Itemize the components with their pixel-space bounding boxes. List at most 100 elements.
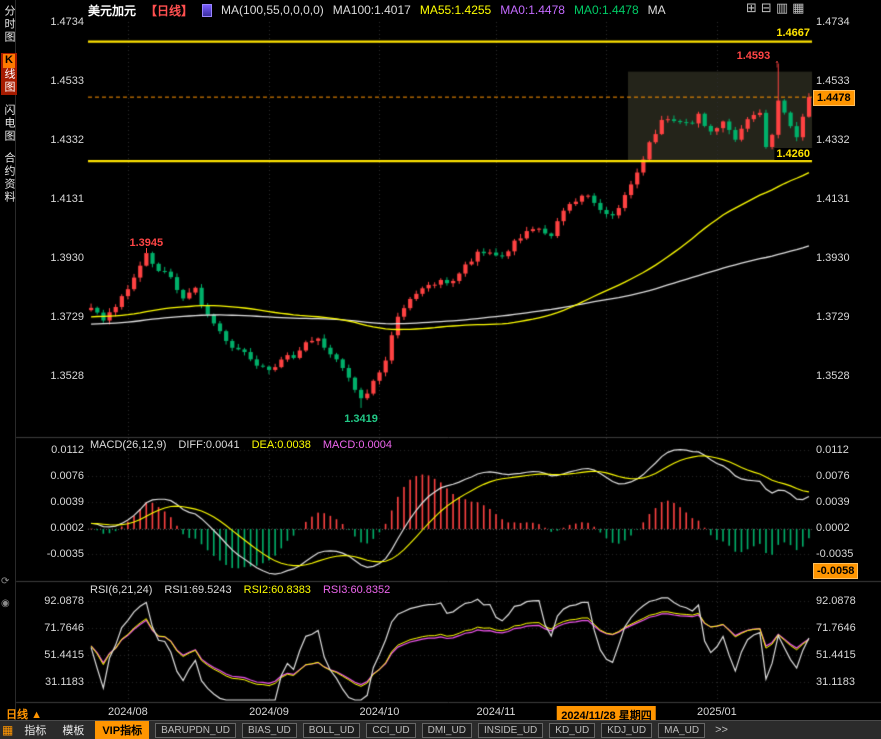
macd-title: MACD(26,12,9) (90, 439, 167, 451)
main-y-tick-right: 1.4131 (816, 192, 850, 205)
main-y-tick-right: 1.4332 (816, 133, 850, 146)
macd-y-tick-right: 0.0112 (816, 444, 849, 457)
layout-rows-icon[interactable]: ▥ (775, 0, 789, 15)
more-indicators-button[interactable]: >> (715, 724, 728, 736)
layout-dual-icon[interactable]: ⊟ (760, 0, 772, 15)
macd-y-tick-right: -0.0035 (816, 547, 854, 560)
rsi-y-tick-right: 92.0878 (816, 595, 856, 607)
kline-badge: K (3, 54, 15, 68)
main-y-tick-left: 1.3729 (50, 310, 84, 323)
tab-indicators[interactable]: 指标 (24, 725, 47, 737)
rsi-y-tick-right: 51.4415 (816, 648, 856, 661)
macd-y-tick-left: 0.0039 (50, 495, 84, 508)
price-annotation: 1.4593 (736, 50, 771, 62)
ma55-value: MA55:1.4255 (419, 3, 492, 17)
ma0-value-2: MA0:1.4478 (573, 3, 639, 17)
date-label[interactable]: 2024/10 (359, 706, 400, 718)
main-y-tick-left: 1.3930 (50, 251, 84, 264)
rsi-title: RSI(6,21,24) (90, 584, 153, 596)
sidebar-item-tab[interactable]: 闪电图 (3, 104, 15, 143)
macd-dea-value: DEA:0.0038 (251, 439, 311, 451)
price-annotation: 1.3945 (129, 236, 164, 249)
tab-vip-indicators[interactable]: VIP指标 (95, 721, 150, 739)
indicator-button-kd_ud[interactable]: KD_UD (549, 722, 596, 738)
tab-templates[interactable]: 模板 (62, 725, 85, 737)
macd-header: MACD(26,12,9) DIFF:0.0041 DEA:0.0038 MAC… (90, 439, 392, 451)
macd-y-tick-right: 0.0039 (816, 495, 850, 508)
rsi-y-tick-left: 31.1183 (45, 675, 84, 688)
indicator-toolbar: ▦ 指标 模板 VIP指标 BARUPDN_UD BIAS_UD BOLL_UD CCI_UD… (0, 720, 881, 739)
resistance-price-label: 1.4667 (774, 26, 812, 39)
main-y-tick-left: 1.4332 (50, 133, 84, 146)
main-y-tick-right: 1.3930 (816, 251, 850, 264)
rsi2-value: RSI2:60.8383 (243, 584, 311, 596)
left-sidebar: 分时图 K线图闪电图合约资料 ⟳ ◉ (0, 0, 17, 739)
macd-value-tag[interactable]: -0.0058 (813, 563, 859, 579)
spike-arrow-icon: ↑ (774, 58, 780, 70)
sidebar-item-tab[interactable]: 合约资料 (3, 152, 15, 204)
indicator-button-boll_ud[interactable]: BOLL_UD (302, 722, 361, 738)
rsi-y-tick-left: 71.7646 (44, 621, 84, 634)
ma-settings-label: MA(100,55,0,0,0,0) (221, 3, 324, 17)
period-selector[interactable]: 日线 ▲ (6, 706, 42, 722)
layout-icon-group: ⊞ ⊟ ▥ ▦ (746, 1, 804, 15)
ma-label-truncated: MA (647, 3, 666, 17)
main-y-tick-right: 1.4533 (816, 74, 850, 87)
macd-macd-value: MACD:0.0004 (322, 439, 392, 451)
menu-icon[interactable]: ▦ (2, 723, 14, 737)
period-label: 日线 (6, 709, 28, 721)
macd-y-tick-right: 0.0002 (816, 521, 850, 534)
period-tag[interactable]: 【日线】 (145, 3, 194, 18)
sidebar-item-tab[interactable]: 分时图 (3, 5, 15, 44)
support-price-label: 1.4260 (774, 148, 812, 161)
indicator-button-dmi_ud[interactable]: DMI_UD (421, 722, 472, 738)
rsi-y-tick-right: 31.1183 (816, 675, 855, 688)
rsi-y-tick-left: 51.4415 (44, 648, 84, 661)
chart-header: 美元加元 【日线】 MA(100,55,0,0,0,0) MA100:1.401… (88, 2, 666, 18)
period-up-arrow-icon: ▲ (31, 709, 42, 721)
sidebar-item-kline[interactable]: K线图 (1, 53, 17, 95)
rsi3-value: RSI3:60.8352 (322, 584, 391, 596)
date-label[interactable]: 2024/11 (476, 706, 516, 718)
selected-date-label[interactable]: 2024/11/28 星期四 (557, 706, 656, 724)
date-label[interactable]: 2024/09 (249, 706, 289, 718)
rsi1-value: RSI1:69.5243 (164, 584, 232, 596)
date-label[interactable]: 2024/08 (107, 706, 148, 718)
indicator-button-ma_ud[interactable]: MA_UD (658, 722, 706, 738)
layout-grid-icon[interactable]: ▦ (792, 0, 805, 15)
ma0-value-1: MA0:1.4478 (500, 3, 565, 17)
indicator-button-barupdn_ud[interactable]: BARUPDN_UD (155, 722, 236, 738)
indicator-button-cci_ud[interactable]: CCI_UD (366, 722, 416, 738)
macd-y-tick-left: 0.0112 (51, 444, 84, 457)
date-label[interactable]: 2025/01 (697, 706, 737, 718)
refresh-icon[interactable]: ⟳ (1, 576, 10, 587)
main-y-tick-right: 1.4734 (816, 16, 850, 28)
main-y-tick-left: 1.4131 (50, 192, 84, 205)
ma100-value: MA100:1.4017 (332, 3, 411, 17)
marker-icon[interactable]: ◉ (1, 598, 10, 609)
main-y-tick-right: 1.3528 (816, 369, 850, 382)
macd-y-tick-right: 0.0076 (816, 469, 850, 482)
main-y-tick-left: 1.3528 (50, 369, 84, 382)
layout-quad-icon[interactable]: ⊞ (746, 0, 757, 15)
current-price-tag[interactable]: 1.4478 (813, 90, 855, 107)
price-annotation: 1.3419 (344, 412, 378, 425)
main-y-tick-right: 1.3729 (816, 310, 850, 323)
macd-diff-value: DIFF:0.0041 (178, 439, 240, 451)
rsi-header: RSI(6,21,24) RSI1:69.5243 RSI2:60.8383 R… (90, 584, 390, 596)
rsi-y-tick-left: 92.0878 (44, 595, 84, 607)
main-y-tick-left: 1.4533 (50, 74, 84, 87)
macd-y-tick-left: -0.0035 (46, 547, 84, 560)
indicator-flag-icon[interactable] (202, 3, 213, 17)
main-y-tick-left: 1.4734 (50, 16, 84, 28)
annotation-connector (146, 247, 148, 253)
macd-y-tick-left: 0.0002 (50, 521, 84, 534)
symbol-name[interactable]: 美元加元 (88, 3, 137, 18)
indicator-button-kdj_ud[interactable]: KDJ_UD (601, 722, 653, 738)
rsi-y-tick-right: 71.7646 (816, 621, 856, 634)
indicator-button-inside_ud[interactable]: INSIDE_UD (477, 722, 544, 738)
indicator-button-bias_ud[interactable]: BIAS_UD (241, 722, 297, 738)
macd-y-tick-left: 0.0076 (50, 469, 84, 482)
